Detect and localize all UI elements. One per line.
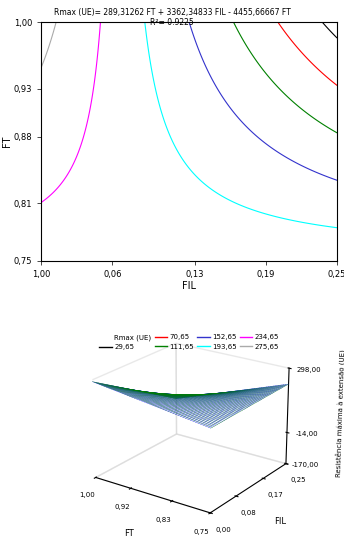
X-axis label: FIL: FIL — [182, 281, 196, 291]
Y-axis label: FIL: FIL — [275, 517, 287, 525]
X-axis label: FT: FT — [124, 529, 134, 538]
Legend: Rmax (UE), 29,65, 70,65, 111,65, 152,65, 193,65, 234,65, 275,65: Rmax (UE), 29,65, 70,65, 111,65, 152,65,… — [99, 334, 279, 350]
Text: Rmax (UE)= 289,31262 FT + 3362,34833 FIL - 4455,66667 FT: Rmax (UE)= 289,31262 FT + 3362,34833 FIL… — [54, 8, 290, 17]
Text: R²= 0.9225: R²= 0.9225 — [150, 18, 194, 27]
Y-axis label: FT: FT — [2, 136, 12, 147]
